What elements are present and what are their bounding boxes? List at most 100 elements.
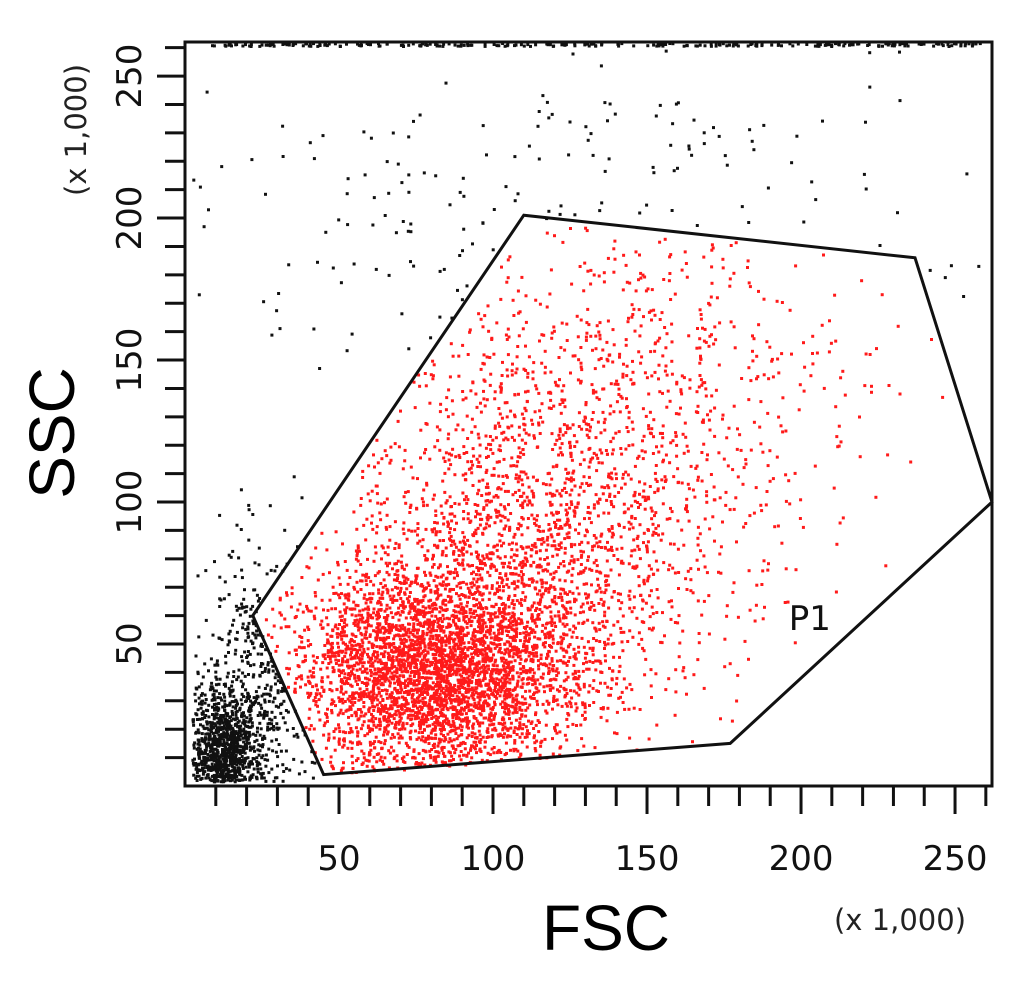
data-point-out-gate [222, 764, 226, 768]
data-point-in-gate [522, 643, 526, 646]
data-point-in-gate [501, 728, 505, 732]
data-point-out-gate [246, 631, 250, 635]
data-point-out-gate [224, 661, 228, 665]
data-point-in-gate [346, 677, 350, 680]
data-point-out-gate [203, 763, 207, 767]
data-point-out-gate [422, 171, 426, 175]
data-point-in-gate [489, 641, 493, 645]
data-point-out-gate [256, 748, 260, 752]
data-point-in-gate [406, 577, 410, 581]
data-point-in-gate [360, 749, 364, 753]
data-point-in-gate [465, 621, 469, 625]
data-point-in-gate [485, 729, 489, 733]
data-point-in-gate [488, 591, 492, 595]
data-point-in-gate [477, 553, 480, 557]
data-point-in-gate [838, 521, 842, 525]
data-point-in-gate [332, 736, 336, 740]
data-point-in-gate [358, 626, 362, 630]
data-point-in-gate [486, 629, 490, 632]
data-point-in-gate [552, 539, 556, 543]
data-point-out-gate [210, 681, 214, 685]
data-point-in-gate [434, 574, 438, 578]
data-point-in-gate [496, 682, 500, 686]
data-point-in-gate [620, 559, 624, 563]
data-point-in-gate [414, 609, 418, 613]
data-point-out-gate [197, 738, 201, 742]
data-point-in-gate [507, 619, 511, 622]
data-point-in-gate [370, 717, 374, 721]
data-point-in-gate [528, 689, 532, 693]
data-point-in-gate [478, 712, 482, 716]
data-point-in-gate [431, 660, 435, 664]
data-point-in-gate [575, 724, 578, 727]
data-point-out-gate [255, 593, 259, 597]
data-point-in-gate [582, 744, 586, 748]
data-point-in-gate [503, 683, 506, 687]
data-point-out-gate [248, 614, 252, 618]
data-point-out-gate [251, 675, 255, 679]
data-point-in-gate [448, 737, 452, 741]
data-point-in-gate [404, 659, 408, 663]
data-point-in-gate [596, 659, 600, 663]
data-point-in-gate [533, 635, 537, 639]
data-point-in-gate [762, 373, 766, 377]
data-point-in-gate [656, 489, 660, 493]
data-point-out-gate [211, 743, 215, 746]
data-point-in-gate [569, 500, 573, 504]
data-point-in-gate [373, 676, 376, 680]
data-point-in-gate [344, 731, 348, 735]
data-point-out-gate [687, 144, 691, 148]
data-point-in-gate [428, 457, 432, 461]
data-point-out-gate [250, 701, 254, 705]
data-point-in-gate [520, 619, 524, 623]
data-point-in-gate [705, 494, 709, 498]
data-point-in-gate [392, 642, 396, 645]
data-point-out-gate [227, 776, 231, 780]
data-point-in-gate [498, 624, 502, 628]
data-point-in-gate [471, 709, 475, 713]
data-point-in-gate [442, 617, 446, 621]
data-point-out-gate [197, 685, 201, 689]
data-point-out-gate [248, 717, 252, 721]
data-point-in-gate [582, 662, 585, 666]
data-point-in-gate [456, 423, 460, 427]
data-point-in-gate [562, 679, 566, 683]
data-point-in-gate [677, 412, 681, 416]
data-point-in-gate [477, 606, 480, 610]
data-point-in-gate [399, 684, 403, 687]
data-point-out-gate [231, 739, 235, 742]
data-point-in-gate [299, 685, 302, 689]
data-point-in-gate [470, 662, 474, 666]
data-point-in-gate [731, 590, 735, 594]
data-point-in-gate [472, 609, 476, 613]
data-point-in-gate [636, 501, 640, 504]
data-point-in-gate [431, 625, 435, 629]
data-point-in-gate [701, 418, 705, 422]
data-point-in-gate [581, 701, 585, 705]
data-point-in-gate [431, 374, 435, 378]
data-point-out-gate [231, 705, 235, 709]
data-point-in-gate [433, 445, 437, 449]
data-point-in-gate [422, 488, 426, 492]
data-point-in-gate [444, 603, 448, 607]
data-point-out-gate [212, 726, 216, 730]
data-point-in-gate [422, 504, 426, 508]
data-point-in-gate [424, 717, 428, 721]
data-point-in-gate [569, 476, 573, 480]
data-point-out-gate [218, 768, 222, 772]
data-point-in-gate [406, 654, 410, 658]
data-point-in-gate [554, 602, 558, 606]
data-point-out-gate [268, 727, 271, 731]
data-point-in-gate [512, 464, 516, 468]
data-point-out-gate [220, 771, 224, 774]
data-point-in-gate [500, 561, 504, 565]
data-point-in-gate [544, 568, 548, 572]
data-point-in-gate [396, 419, 400, 423]
data-point-in-gate [549, 584, 553, 588]
data-point-in-gate [649, 506, 653, 510]
data-point-in-gate [448, 512, 452, 516]
data-point-in-gate [382, 709, 386, 713]
data-point-in-gate [498, 424, 502, 428]
data-point-in-gate [465, 716, 469, 720]
data-point-in-gate [569, 479, 573, 483]
